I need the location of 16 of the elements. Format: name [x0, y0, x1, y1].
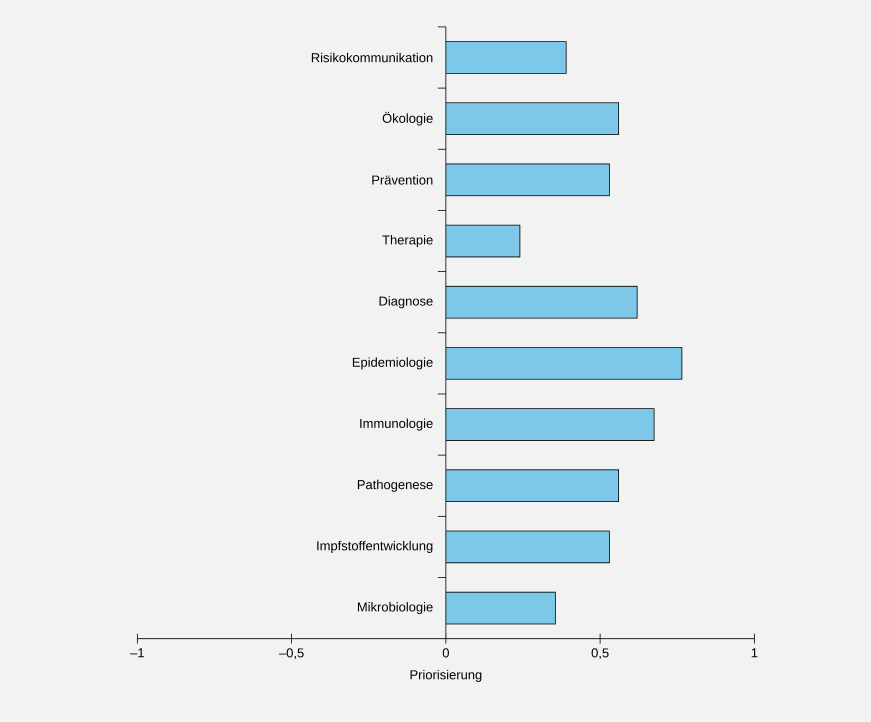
- x-tick-label: 0,5: [592, 648, 609, 660]
- x-tick-label: –0,5: [278, 648, 304, 660]
- y-tick-label: Risikokommunikation: [312, 52, 432, 62]
- x-axis-title: Priorisierung: [410, 670, 482, 682]
- y-tick-label: Pathogenese: [358, 480, 433, 492]
- y-tick-label: Immunologie: [360, 418, 433, 431]
- y-tick-label: Therapie: [382, 235, 433, 248]
- y-tick-label: Ökologie: [382, 112, 433, 126]
- y-tick-label: Epidemiologie: [352, 357, 433, 370]
- x-tick-label: 0: [442, 648, 449, 658]
- y-tick-label: Impfstoffentwicklung: [317, 541, 432, 554]
- y-tick-label: Prävention: [372, 175, 432, 185]
- y-tick-label: Diagnose: [380, 296, 433, 308]
- x-tick-label: –1: [130, 648, 144, 658]
- y-tick-label: Mikrobiologie: [358, 602, 433, 614]
- x-tick-label: 1: [752, 648, 758, 658]
